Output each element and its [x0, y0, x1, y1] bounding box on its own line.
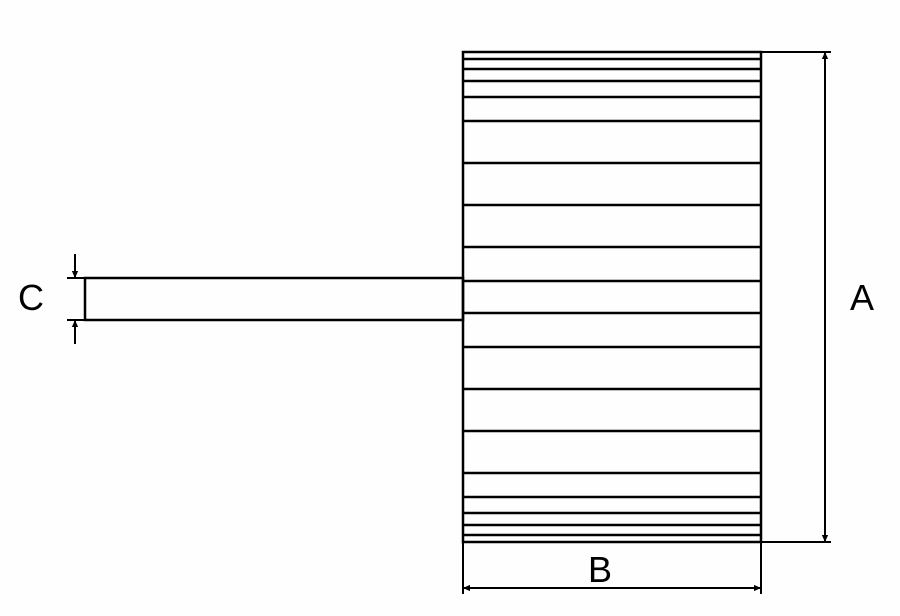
dim-a-label: A [850, 277, 874, 318]
flap-head-outline [463, 52, 761, 542]
shaft-outline [85, 278, 463, 320]
dim-b-label: B [588, 549, 612, 590]
dim-c-label: C [18, 277, 44, 318]
